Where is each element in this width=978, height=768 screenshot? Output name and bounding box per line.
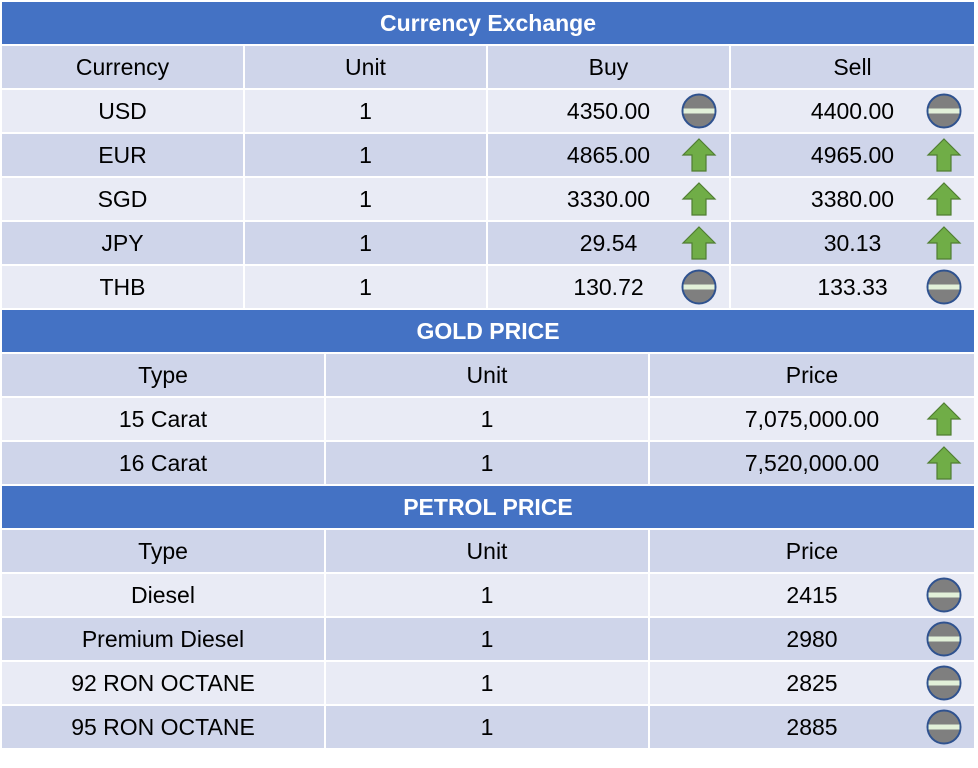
gold-price-title: GOLD PRICE xyxy=(2,310,974,354)
table-row: Premium Diesel 1 2980 xyxy=(2,618,974,662)
buy-rate: 4350.00 xyxy=(566,97,651,124)
table-row: USD 1 4350.00 4400.00 xyxy=(2,90,974,134)
currency-code: SGD xyxy=(2,178,245,220)
table-row: SGD 1 3330.00 3380.00 xyxy=(2,178,974,222)
no-change-icon xyxy=(681,93,717,129)
gold-type: 15 Carat xyxy=(2,398,326,440)
sell-rate: 133.33 xyxy=(817,273,888,300)
currency-code: THB xyxy=(2,266,245,308)
unit-column-header: Unit xyxy=(245,46,488,88)
currency-code: USD xyxy=(2,90,245,132)
table-row: THB 1 130.72 133.33 xyxy=(2,266,974,310)
no-change-icon xyxy=(926,93,962,129)
up-arrow-icon xyxy=(926,445,962,481)
no-change-icon xyxy=(926,269,962,305)
sell-cell: 4400.00 xyxy=(731,90,974,132)
rates-board: Currency Exchange Currency Unit Buy Sell… xyxy=(2,2,974,750)
currency-header-row: Currency Unit Buy Sell xyxy=(2,46,974,90)
up-arrow-icon xyxy=(681,137,717,173)
buy-cell: 130.72 xyxy=(488,266,731,308)
type-column-header: Type xyxy=(2,354,326,396)
buy-rate: 29.54 xyxy=(579,229,638,256)
price-cell: 2980 xyxy=(650,618,974,660)
price-cell: 2415 xyxy=(650,574,974,616)
type-column-header: Type xyxy=(2,530,326,572)
up-arrow-icon xyxy=(681,181,717,217)
sell-cell: 4965.00 xyxy=(731,134,974,176)
no-change-icon xyxy=(926,621,962,657)
sell-rate: 3380.00 xyxy=(810,185,895,212)
gold-unit: 1 xyxy=(326,442,650,484)
table-row: 16 Carat 1 7,520,000.00 xyxy=(2,442,974,486)
sell-column-header: Sell xyxy=(833,53,872,80)
sell-rate: 4965.00 xyxy=(810,141,895,168)
buy-cell: 3330.00 xyxy=(488,178,731,220)
petrol-price: 2825 xyxy=(786,669,838,696)
petrol-type: Diesel xyxy=(2,574,326,616)
no-change-icon xyxy=(926,665,962,701)
petrol-type: 92 RON OCTANE xyxy=(2,662,326,704)
buy-rate: 130.72 xyxy=(573,273,644,300)
petrol-type: Premium Diesel xyxy=(2,618,326,660)
unit-column-header: Unit xyxy=(326,354,650,396)
currency-column-header: Currency xyxy=(2,46,245,88)
table-row: Diesel 1 2415 xyxy=(2,574,974,618)
unit-column-header: Unit xyxy=(326,530,650,572)
currency-unit: 1 xyxy=(245,178,488,220)
buy-rate: 4865.00 xyxy=(566,141,651,168)
buy-cell: 4865.00 xyxy=(488,134,731,176)
price-cell: 7,075,000.00 xyxy=(650,398,974,440)
up-arrow-icon xyxy=(926,137,962,173)
no-change-icon xyxy=(926,577,962,613)
petrol-unit: 1 xyxy=(326,574,650,616)
currency-unit: 1 xyxy=(245,222,488,264)
table-row: 95 RON OCTANE 1 2885 xyxy=(2,706,974,750)
sell-cell: 133.33 xyxy=(731,266,974,308)
price-column-header: Price xyxy=(785,361,839,388)
buy-column-header: Buy xyxy=(488,46,731,88)
petrol-header-row: Type Unit Price xyxy=(2,530,974,574)
table-row: 92 RON OCTANE 1 2825 xyxy=(2,662,974,706)
gold-price: 7,075,000.00 xyxy=(744,405,880,432)
buy-cell: 29.54 xyxy=(488,222,731,264)
price-cell: 2885 xyxy=(650,706,974,748)
petrol-type: 95 RON OCTANE xyxy=(2,706,326,748)
table-row: JPY 1 29.54 30.13 xyxy=(2,222,974,266)
currency-unit: 1 xyxy=(245,90,488,132)
currency-unit: 1 xyxy=(245,266,488,308)
petrol-price: 2885 xyxy=(786,713,838,740)
currency-exchange-title: Currency Exchange xyxy=(2,2,974,46)
gold-type: 16 Carat xyxy=(2,442,326,484)
buy-rate: 3330.00 xyxy=(566,185,651,212)
gold-unit: 1 xyxy=(326,398,650,440)
petrol-unit: 1 xyxy=(326,618,650,660)
sell-cell: 3380.00 xyxy=(731,178,974,220)
no-change-icon xyxy=(926,709,962,745)
price-column-header: Price xyxy=(785,537,839,564)
sell-rate: 30.13 xyxy=(823,229,882,256)
price-cell: 2825 xyxy=(650,662,974,704)
price-cell: 7,520,000.00 xyxy=(650,442,974,484)
table-row: 15 Carat 1 7,075,000.00 xyxy=(2,398,974,442)
currency-code: JPY xyxy=(2,222,245,264)
currency-unit: 1 xyxy=(245,134,488,176)
petrol-unit: 1 xyxy=(326,662,650,704)
petrol-price: 2415 xyxy=(786,581,838,608)
sell-rate: 4400.00 xyxy=(810,97,895,124)
table-row: EUR 1 4865.00 4965.00 xyxy=(2,134,974,178)
petrol-price-title: PETROL PRICE xyxy=(2,486,974,530)
currency-code: EUR xyxy=(2,134,245,176)
no-change-icon xyxy=(681,269,717,305)
petrol-price: 2980 xyxy=(786,625,838,652)
up-arrow-icon xyxy=(926,225,962,261)
petrol-unit: 1 xyxy=(326,706,650,748)
up-arrow-icon xyxy=(681,225,717,261)
gold-header-row: Type Unit Price xyxy=(2,354,974,398)
sell-cell: 30.13 xyxy=(731,222,974,264)
up-arrow-icon xyxy=(926,181,962,217)
buy-cell: 4350.00 xyxy=(488,90,731,132)
up-arrow-icon xyxy=(926,401,962,437)
gold-price: 7,520,000.00 xyxy=(744,449,880,476)
